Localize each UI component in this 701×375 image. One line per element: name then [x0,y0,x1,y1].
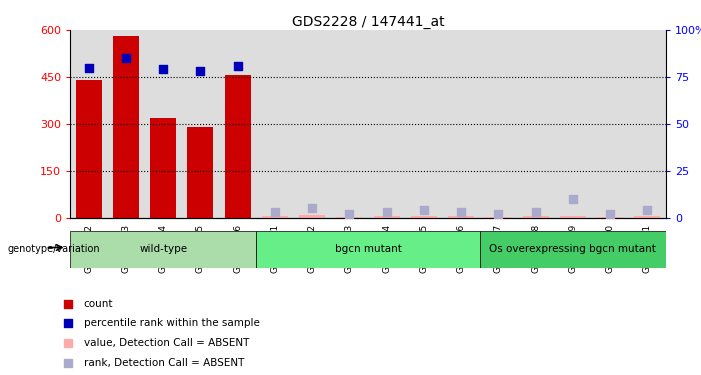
Text: count: count [84,298,114,309]
Bar [374,216,400,217]
Point [381,209,393,215]
Bar [592,30,629,217]
Bar [70,231,257,268]
Point [567,196,578,202]
Point [604,211,615,217]
Bar [479,231,666,268]
Point [195,68,206,74]
Point [121,55,132,61]
Bar [560,216,586,217]
Bar [554,30,592,217]
Point [530,209,541,215]
Point [63,340,74,346]
Bar [150,117,176,218]
Bar [113,36,139,218]
Point [456,209,467,215]
Bar [634,216,660,217]
Bar [257,30,294,217]
Point [343,211,355,217]
Bar [262,216,288,217]
Bar [411,216,437,217]
Bar [629,30,666,217]
Point [63,360,74,366]
Point [83,64,95,70]
Bar [76,80,102,218]
Bar [107,30,144,217]
Text: Os overexpressing bgcn mutant: Os overexpressing bgcn mutant [489,244,656,254]
Bar [70,30,107,217]
Text: genotype/variation: genotype/variation [7,244,100,254]
Point [63,320,74,326]
Point [493,211,504,217]
Text: bgcn mutant: bgcn mutant [334,244,402,254]
Bar [144,30,182,217]
Text: value, Detection Call = ABSENT: value, Detection Call = ABSENT [84,338,250,348]
Text: rank, Detection Call = ABSENT: rank, Detection Call = ABSENT [84,358,244,368]
Bar [331,30,368,217]
Bar [448,216,474,217]
Bar [224,75,251,217]
Text: percentile rank within the sample: percentile rank within the sample [84,318,259,328]
Bar [405,30,442,217]
Bar [442,30,479,217]
Bar [182,30,219,217]
Point [63,301,74,307]
Title: GDS2228 / 147441_at: GDS2228 / 147441_at [292,15,444,29]
Bar [299,215,325,217]
Text: wild-type: wild-type [139,244,187,254]
Point [232,63,243,69]
Bar [257,231,479,268]
Point [158,66,169,72]
Bar [294,30,331,217]
Bar [522,216,549,217]
Point [269,209,280,215]
Bar [479,30,517,217]
Point [418,207,430,213]
Bar [368,30,405,217]
Bar [187,127,214,218]
Point [306,205,318,211]
Point [641,207,653,213]
Bar [219,30,257,217]
Bar [517,30,554,217]
